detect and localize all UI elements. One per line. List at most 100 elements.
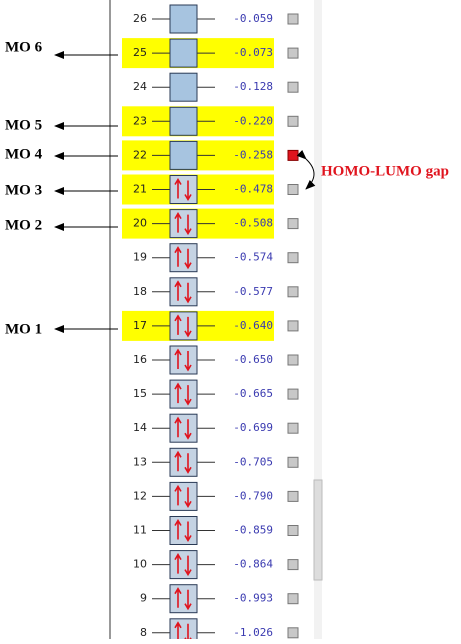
scroll-thumb[interactable]: [313, 479, 323, 581]
orbital-checkbox[interactable]: [287, 490, 299, 502]
electron-up: [174, 518, 182, 540]
orbital-box: [169, 243, 198, 273]
orbital-checkbox[interactable]: [287, 13, 299, 25]
orbital-row[interactable]: 19 -0.574: [133, 243, 299, 273]
orbital-checkbox[interactable]: [287, 252, 299, 264]
orbital-box: [169, 413, 198, 443]
orbital-row[interactable]: 25 -0.073: [122, 38, 299, 69]
orbital-number: 16: [133, 353, 147, 366]
orbital-checkbox[interactable]: [287, 388, 299, 400]
orbital-number: 8: [140, 626, 147, 639]
orbital-energy: -0.859: [233, 524, 273, 537]
orbital-box: [169, 277, 198, 307]
orbital-checkbox[interactable]: [287, 81, 299, 93]
orbital-checkbox[interactable]: [287, 184, 299, 195]
electron-up: [174, 621, 182, 639]
orbital-row[interactable]: 20 -0.508: [122, 208, 299, 239]
electron-up: [174, 382, 182, 404]
orbital-number: 12: [133, 489, 147, 502]
orbital-energy: -0.478: [233, 183, 273, 196]
electron-down: [184, 385, 192, 406]
electron-up: [174, 553, 182, 574]
electron-up: [174, 348, 182, 369]
orbital-row[interactable]: 23 -0.220: [122, 106, 299, 137]
orbital-row[interactable]: 11 -0.859: [133, 516, 299, 545]
orbital-row[interactable]: 13 -0.705: [133, 447, 299, 477]
orbital-number: 14: [133, 421, 147, 434]
orbital-checkbox[interactable]: [287, 456, 299, 468]
orbital-checkbox[interactable]: [287, 149, 299, 161]
annotation-label: MO 3: [5, 182, 42, 198]
orbital-checkbox[interactable]: [287, 286, 299, 298]
orbital-checkbox[interactable]: [287, 47, 299, 59]
orbital-number: 13: [133, 455, 147, 468]
orbital-box: [169, 584, 198, 614]
orbital-number: 19: [133, 251, 147, 264]
orbital-row[interactable]: 22 -0.258: [122, 140, 299, 171]
orbital-checkbox[interactable]: [287, 559, 299, 571]
orbital-number: 11: [133, 524, 147, 537]
electron-up: [174, 177, 182, 199]
orbital-checkbox[interactable]: [287, 218, 299, 230]
orbital-box: [169, 516, 198, 545]
orbital-number: 25: [133, 46, 147, 59]
electron-up: [174, 484, 182, 506]
orbital-box: [169, 72, 198, 102]
orbital-checkbox[interactable]: [287, 422, 299, 434]
orbital-row[interactable]: 18 -0.577: [133, 277, 299, 307]
orbital-number: 18: [133, 285, 147, 298]
electron-down: [184, 555, 192, 577]
electron-down: [184, 487, 192, 508]
orbital-row[interactable]: 14 -0.699: [133, 413, 299, 443]
electron-up: [174, 416, 182, 438]
orbital-box: [169, 175, 198, 204]
orbital-energy: -0.705: [233, 455, 273, 468]
electron-down: [184, 248, 192, 270]
orbital-checkbox[interactable]: [287, 593, 299, 605]
orbital-number: 21: [133, 183, 147, 196]
orbital-row[interactable]: 8 -1.026: [140, 618, 299, 644]
gap-arrow: [296, 149, 316, 190]
orbital-number: 22: [133, 148, 147, 161]
orbital-row[interactable]: 12 -0.790: [133, 481, 299, 511]
orbital-energy: -0.577: [233, 285, 273, 298]
orbital-energy: -0.665: [233, 387, 273, 400]
orbital-checkbox[interactable]: [287, 354, 299, 366]
orbital-energy: -0.128: [233, 80, 273, 93]
orbital-box: [169, 550, 198, 580]
electron-up: [174, 212, 182, 233]
orbital-row[interactable]: 21 -0.478: [122, 174, 299, 205]
electron-up: [174, 246, 182, 267]
orbital-checkbox[interactable]: [287, 525, 299, 536]
orbital-number: 17: [133, 319, 147, 332]
orbital-row[interactable]: 16 -0.650: [133, 345, 299, 375]
orbital-checkbox[interactable]: [287, 627, 299, 639]
orbital-number: 9: [140, 592, 147, 605]
electron-down: [184, 282, 192, 304]
scrollbar[interactable]: [314, 0, 322, 639]
electron-up: [174, 587, 182, 608]
orbital-checkbox[interactable]: [287, 115, 299, 127]
orbital-row[interactable]: 10 -0.864: [133, 550, 299, 580]
orbital-box: [169, 481, 198, 511]
orbital-energy: -0.574: [233, 251, 273, 264]
orbital-checkbox[interactable]: [287, 320, 299, 332]
electron-down: [184, 419, 192, 440]
orbital-row[interactable]: 26 -0.059: [133, 4, 299, 34]
electron-down: [184, 453, 192, 474]
annotations: MO 6 MO 5 MO 4 MO 3 MO 2 MO 1 HOMO-LUMO …: [5, 39, 449, 337]
orbital-row[interactable]: 9 -0.993: [140, 584, 299, 614]
orbital-energy: -0.993: [233, 592, 273, 605]
orbital-box: [169, 345, 198, 375]
orbital-energy: -0.059: [233, 12, 273, 25]
orbital-number: 26: [133, 12, 147, 25]
orbital-number: 20: [133, 217, 147, 230]
orbital-row[interactable]: 15 -0.665: [133, 379, 299, 409]
orbital-energy: -0.220: [233, 114, 273, 127]
electron-up: [174, 450, 182, 472]
orbital-box: [169, 209, 198, 239]
orbital-row[interactable]: 24 -0.128: [133, 72, 299, 102]
electron-up: [174, 280, 182, 301]
orbital-row[interactable]: 17 -0.640: [122, 310, 299, 341]
